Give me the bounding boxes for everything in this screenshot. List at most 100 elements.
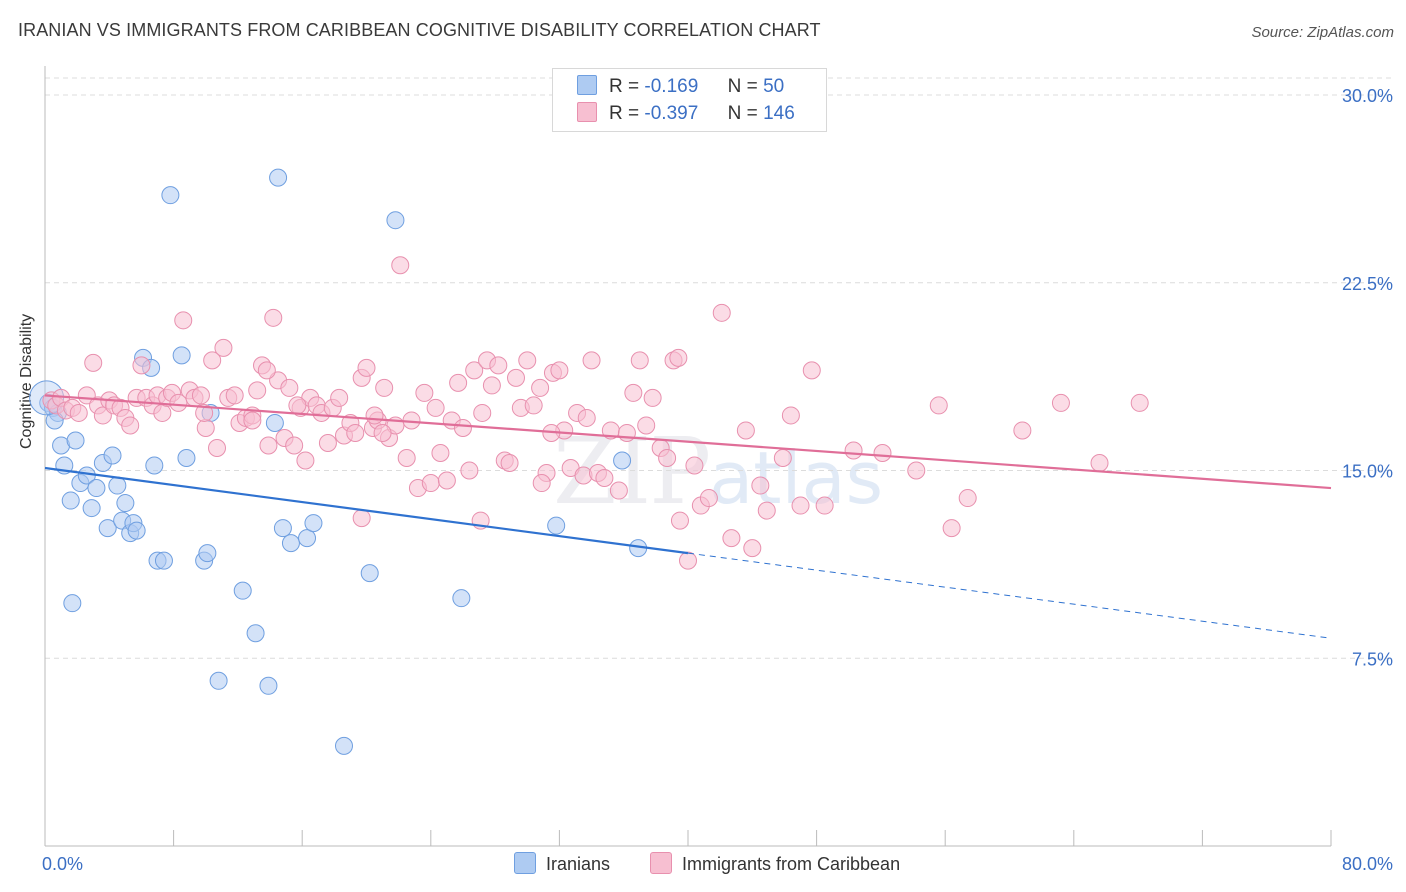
legend-swatch-caribbean: [577, 102, 597, 122]
data-point: [547, 516, 566, 535]
legend-item-iranians[interactable]: Iranians: [514, 852, 610, 875]
data-point: [712, 303, 731, 322]
data-point: [500, 454, 519, 473]
data-point: [246, 624, 265, 643]
data-point: [174, 311, 193, 330]
legend-r-label: R =: [609, 103, 640, 124]
y-tick-label: 7.5%: [1352, 649, 1393, 669]
data-point: [257, 361, 276, 380]
data-point: [82, 499, 101, 518]
data-point: [66, 431, 85, 450]
data-point: [518, 351, 537, 370]
data-point: [63, 594, 82, 613]
data-point: [281, 534, 300, 553]
data-point: [225, 386, 244, 405]
data-point: [108, 476, 127, 495]
x-tick-label: 0.0%: [42, 854, 83, 874]
data-point: [208, 438, 227, 457]
data-point: [121, 416, 140, 435]
data-point: [346, 423, 365, 442]
data-point: [357, 358, 376, 377]
data-point: [264, 308, 283, 327]
data-point: [415, 383, 434, 402]
data-point: [577, 408, 596, 427]
data-point: [127, 521, 146, 540]
data-point: [248, 381, 267, 400]
data-point: [334, 736, 353, 755]
legend-row-caribbean: R = -0.397 N = 146: [577, 102, 795, 126]
tick-labels: 7.5% 15.0% 22.5% 30.0% 0.0% 80.0%: [42, 86, 1393, 874]
data-point: [161, 186, 180, 205]
data-point: [736, 421, 755, 440]
data-point: [685, 456, 704, 475]
data-point: [243, 411, 262, 430]
data-point: [815, 496, 834, 515]
data-point: [172, 346, 191, 365]
data-point: [93, 406, 112, 425]
data-point: [259, 436, 278, 455]
grid-lines: [45, 77, 1394, 659]
legend-n-value: 50: [763, 76, 785, 97]
data-point: [844, 441, 863, 460]
data-point: [1051, 393, 1070, 412]
data-point: [595, 469, 614, 488]
stats-legend: R = -0.169 N = 50 R = -0.397 N = 146: [552, 68, 827, 132]
legend-swatch-iranians: [577, 75, 597, 95]
data-point: [233, 581, 252, 600]
data-point: [624, 383, 643, 402]
data-point: [743, 539, 762, 558]
legend-swatch-caribbean: [650, 852, 672, 874]
data-point: [453, 418, 472, 437]
data-point: [482, 376, 501, 395]
data-point: [69, 403, 88, 422]
data-point: [203, 351, 222, 370]
data-point: [658, 449, 677, 467]
data-point: [352, 509, 371, 528]
data-point: [613, 451, 632, 470]
data-point: [304, 514, 323, 533]
data-point: [365, 406, 384, 425]
data-point: [103, 446, 122, 465]
data-point: [285, 436, 304, 455]
data-point: [757, 501, 776, 520]
data-point: [154, 551, 173, 570]
data-point: [98, 519, 117, 538]
data-point: [421, 474, 440, 493]
data-point: [791, 496, 810, 515]
data-point: [132, 356, 151, 375]
data-point: [617, 423, 636, 442]
y-tick-label: 22.5%: [1342, 274, 1393, 294]
data-point: [873, 443, 892, 462]
data-point: [177, 449, 196, 467]
data-point: [195, 403, 214, 422]
legend-swatch-iranians: [514, 852, 536, 874]
legend-r-value: -0.169: [644, 76, 699, 97]
data-point: [196, 418, 215, 437]
data-point: [506, 368, 525, 387]
data-point: [288, 396, 307, 415]
data-point: [1090, 454, 1109, 473]
data-point: [669, 348, 688, 367]
data-point: [259, 676, 278, 695]
trend-line-caribbean: [44, 394, 1332, 490]
legend-item-caribbean[interactable]: Immigrants from Caribbean: [650, 852, 900, 875]
data-point: [524, 396, 543, 415]
legend-r-value: -0.397: [644, 103, 699, 124]
data-point: [489, 356, 508, 375]
data-point: [907, 461, 926, 480]
data-point: [802, 361, 821, 380]
data-point: [145, 456, 164, 475]
data-point: [397, 449, 416, 467]
legend-label-iranians: Iranians: [546, 854, 611, 874]
data-point: [531, 378, 550, 397]
axes: [44, 66, 1332, 847]
data-point: [265, 413, 284, 432]
data-point: [214, 338, 233, 357]
data-point: [532, 474, 551, 493]
data-point: [929, 396, 948, 415]
y-tick-label: 30.0%: [1342, 86, 1393, 106]
legend-label-caribbean: Immigrants from Caribbean: [682, 854, 901, 874]
data-point: [61, 491, 80, 510]
series-caribbean: [42, 256, 1149, 570]
